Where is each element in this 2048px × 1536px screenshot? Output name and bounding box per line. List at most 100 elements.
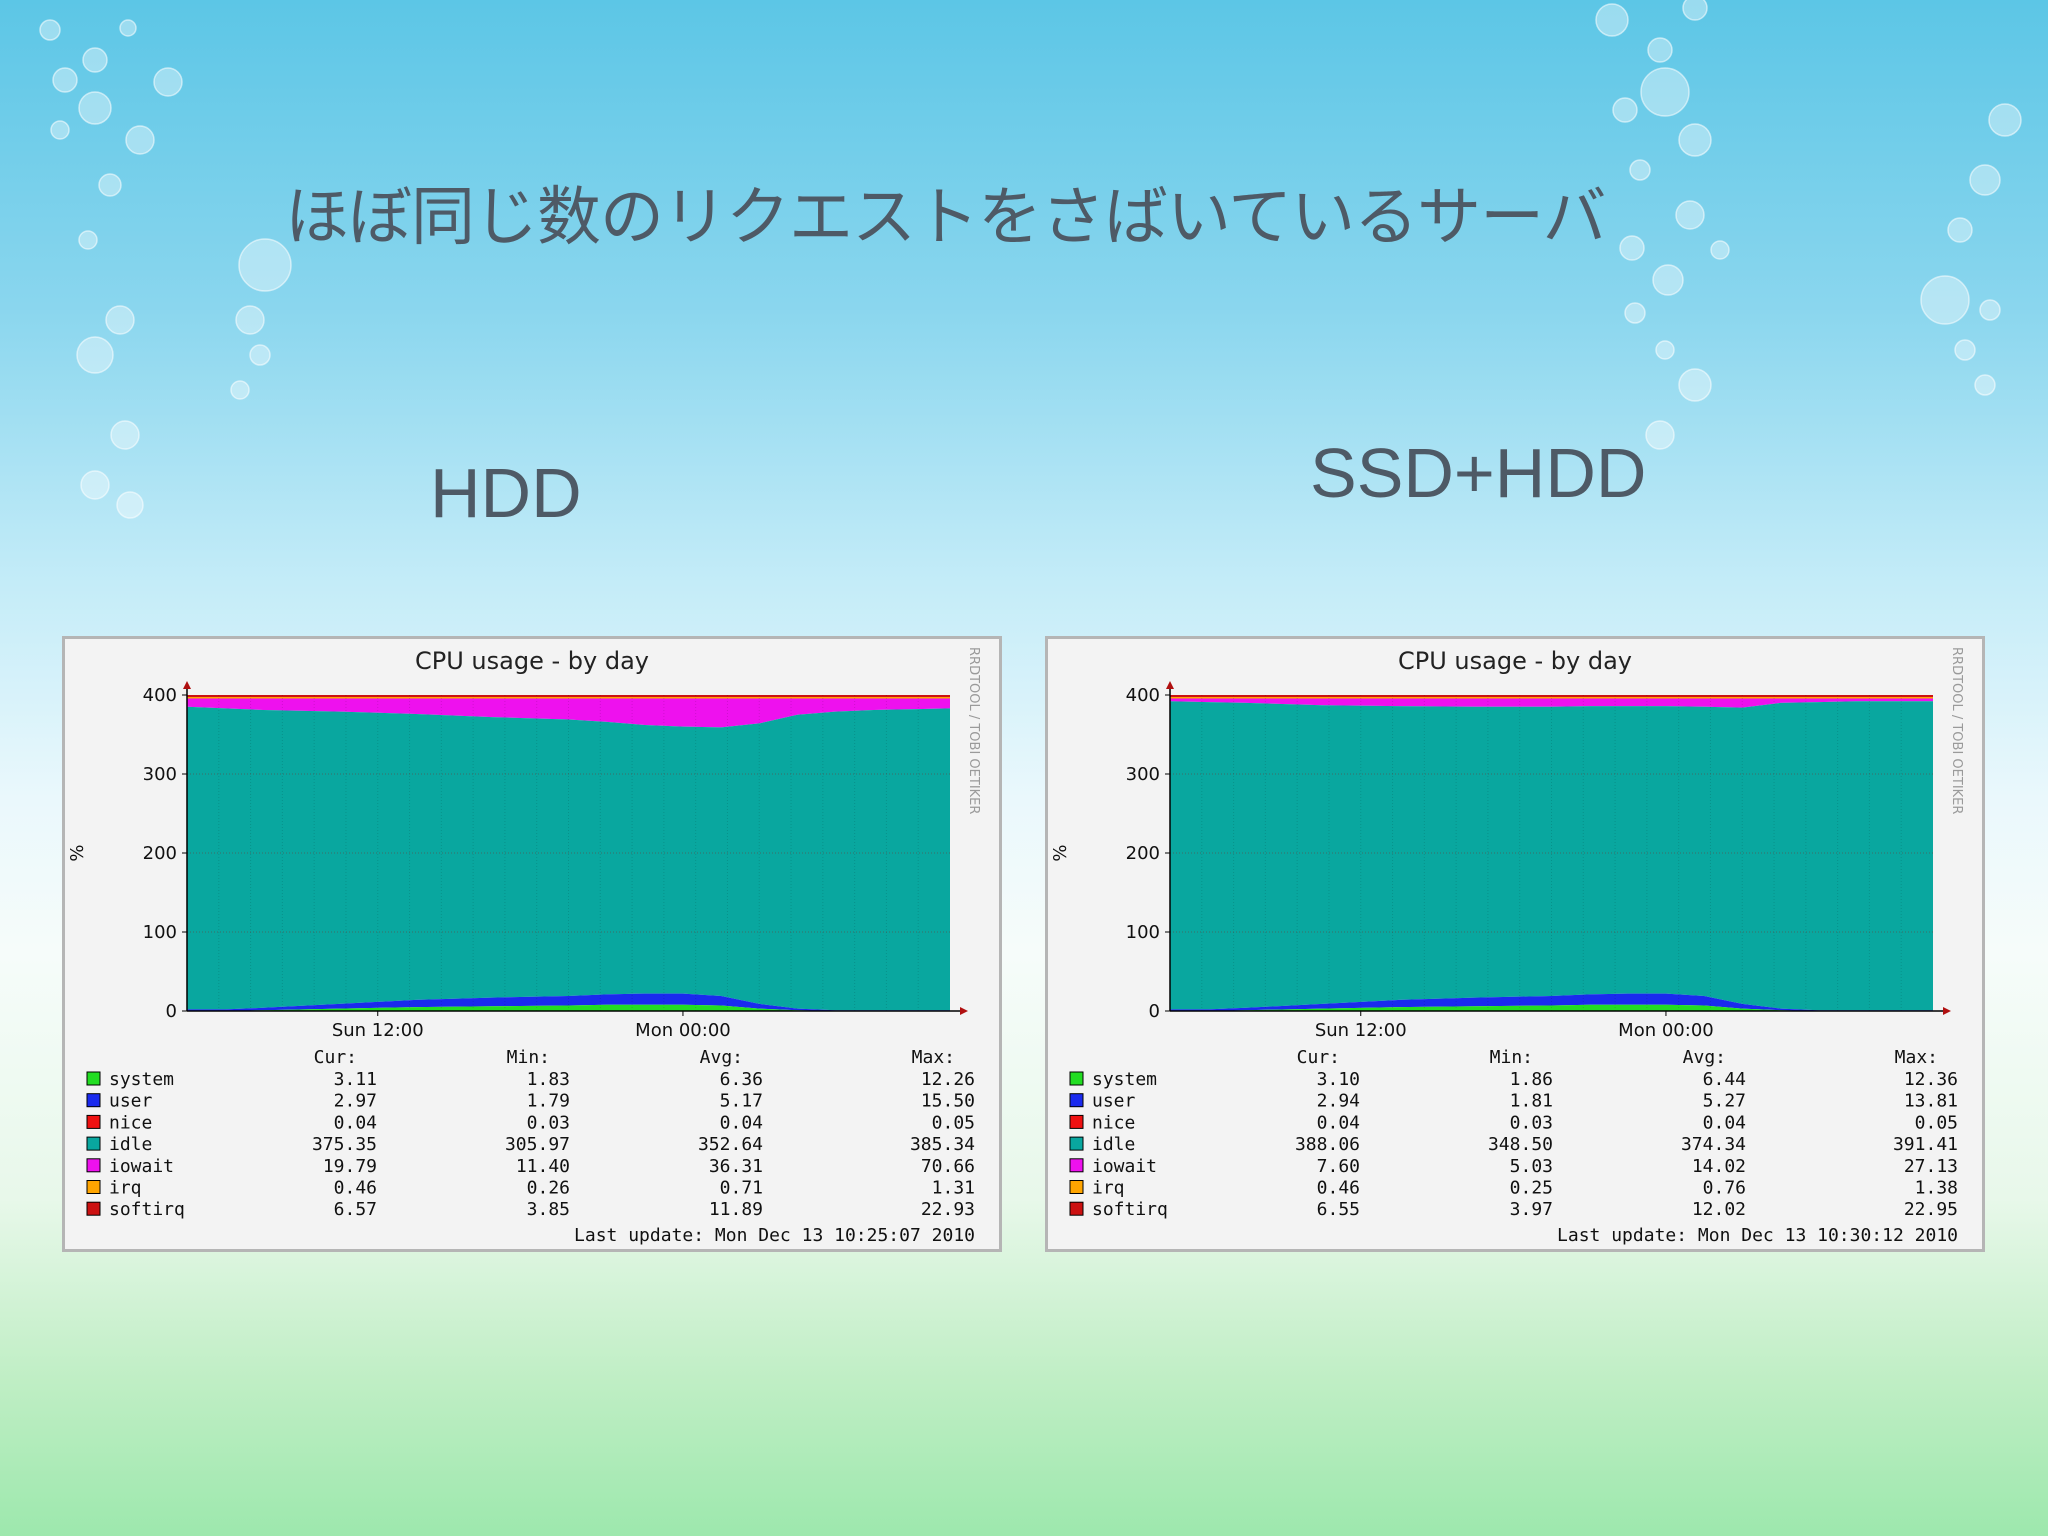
bubble (1675, 200, 1705, 230)
bubble (1988, 103, 2022, 137)
bubble (1652, 264, 1684, 296)
y-tick-label: 100 (1126, 922, 1160, 943)
stat-max-nice: 0.05 (1915, 1112, 1958, 1133)
iowait-area (187, 695, 950, 728)
stat-max-softirq: 22.93 (921, 1199, 975, 1220)
stat-cur-irq: 0.46 (334, 1178, 377, 1199)
bubble (50, 120, 70, 140)
y-tick-label: 200 (143, 843, 177, 864)
irq-band (1170, 697, 1933, 699)
stat-min-nice: 0.03 (1510, 1112, 1553, 1133)
stat-avg-user: 5.27 (1703, 1091, 1746, 1112)
x-tick-label: Mon 00:00 (1618, 1020, 1714, 1041)
y-tick-label: 400 (143, 685, 177, 706)
y-tick-label: 0 (166, 1001, 177, 1022)
stat-avg-iowait: 14.02 (1692, 1156, 1746, 1177)
stat-min-irq: 0.25 (1510, 1178, 1553, 1199)
stat-max-irq: 1.38 (1915, 1178, 1958, 1199)
bubble (1624, 302, 1646, 324)
bubble (1655, 340, 1675, 360)
bubble (1640, 67, 1690, 117)
stat-avg-nice: 0.04 (1703, 1112, 1746, 1133)
stat-cur-softirq: 6.57 (334, 1199, 377, 1220)
rrdtool-watermark: RRDTOOL / TOBI OETIKER (1949, 647, 1964, 814)
x-tick-label: Mon 00:00 (635, 1020, 731, 1041)
stat-min-idle: 305.97 (505, 1134, 570, 1155)
bubble (119, 19, 137, 37)
legend-swatch-user (1069, 1093, 1084, 1108)
stat-max-idle: 391.41 (1893, 1134, 1958, 1155)
last-update: Last update: Mon Dec 13 10:30:12 2010 (1557, 1225, 1958, 1246)
last-update: Last update: Mon Dec 13 10:25:07 2010 (574, 1225, 975, 1246)
legend-swatch-system (1069, 1071, 1084, 1086)
bubble (230, 380, 250, 400)
stat-min-iowait: 11.40 (516, 1156, 570, 1177)
bubble (76, 336, 114, 374)
stat-min-softirq: 3.85 (527, 1199, 570, 1220)
legend-label-idle: idle (1092, 1134, 1135, 1155)
legend-swatch-iowait (86, 1158, 101, 1173)
stat-cur-system: 3.10 (1317, 1069, 1360, 1090)
legend-label-softirq: softirq (109, 1199, 185, 1220)
slide-title: ほぼ同じ数のリクエストをさばいているサーバ (285, 181, 1606, 255)
y-tick-label: 300 (143, 764, 177, 785)
stat-avg-idle: 352.64 (698, 1134, 763, 1155)
bubble (1595, 3, 1629, 37)
y-tick-label: 300 (1126, 764, 1160, 785)
stat-avg-softirq: 11.89 (709, 1199, 763, 1220)
bubble (1682, 0, 1708, 21)
stat-max-idle: 385.34 (910, 1134, 975, 1155)
stat-avg-system: 6.36 (720, 1069, 763, 1090)
bubble (249, 344, 271, 366)
ssd-hdd-cpu-chart: CPU usage - by day RRDTOOL / TOBI OETIKER… (1050, 647, 1964, 1246)
bubble (1612, 97, 1638, 123)
stat-avg-idle: 374.34 (1681, 1134, 1746, 1155)
bubble (1629, 159, 1651, 181)
stat-avg-iowait: 36.31 (709, 1156, 763, 1177)
stat-avg-user: 5.17 (720, 1091, 763, 1112)
stat-avg-irq: 0.76 (1703, 1178, 1746, 1199)
stat-cur-user: 2.94 (1317, 1091, 1360, 1112)
legend-label-user: user (1092, 1091, 1136, 1112)
bubble (39, 19, 61, 41)
softirq-band (187, 695, 950, 697)
legend-label-nice: nice (1092, 1112, 1135, 1133)
legend-swatch-idle (86, 1136, 101, 1151)
hdd-cpu-graph: CPU usage - by day RRDTOOL / TOBI OETIKER… (62, 636, 1002, 1252)
stats-header: Avg: (1683, 1047, 1726, 1068)
system-area (187, 1004, 950, 1011)
stat-min-user: 1.81 (1510, 1091, 1553, 1112)
stat-min-softirq: 3.97 (1510, 1199, 1553, 1220)
stat-max-nice: 0.05 (932, 1112, 975, 1133)
y-axis-arrow (1166, 681, 1174, 689)
bubble (98, 173, 122, 197)
bubble (78, 230, 98, 250)
stats-header: Max: (912, 1047, 955, 1068)
stat-min-irq: 0.26 (527, 1178, 570, 1199)
y-axis-label: % (67, 844, 88, 861)
bubble (235, 305, 265, 335)
legend-swatch-softirq (86, 1201, 101, 1216)
x-tick-label: Sun 12:00 (1315, 1020, 1407, 1041)
legend-label-nice: nice (109, 1112, 152, 1133)
bubble (1969, 164, 2001, 196)
bubble (153, 67, 183, 97)
stat-avg-nice: 0.04 (720, 1112, 763, 1133)
legend-swatch-nice (86, 1114, 101, 1129)
bubble (82, 47, 108, 73)
stat-max-system: 12.36 (1904, 1069, 1958, 1090)
legend-swatch-nice (1069, 1114, 1084, 1129)
idle-area (187, 706, 950, 1011)
legend-swatch-user (86, 1093, 101, 1108)
stat-cur-iowait: 19.79 (323, 1156, 377, 1177)
stat-cur-nice: 0.04 (334, 1112, 377, 1133)
rrdtool-watermark: RRDTOOL / TOBI OETIKER (966, 647, 981, 814)
stats-header: Avg: (700, 1047, 743, 1068)
legend-label-user: user (109, 1091, 153, 1112)
stat-cur-nice: 0.04 (1317, 1112, 1360, 1133)
y-tick-label: 400 (1126, 685, 1160, 706)
bubble (105, 305, 135, 335)
irq-band (187, 697, 950, 699)
legend-swatch-softirq (1069, 1201, 1084, 1216)
